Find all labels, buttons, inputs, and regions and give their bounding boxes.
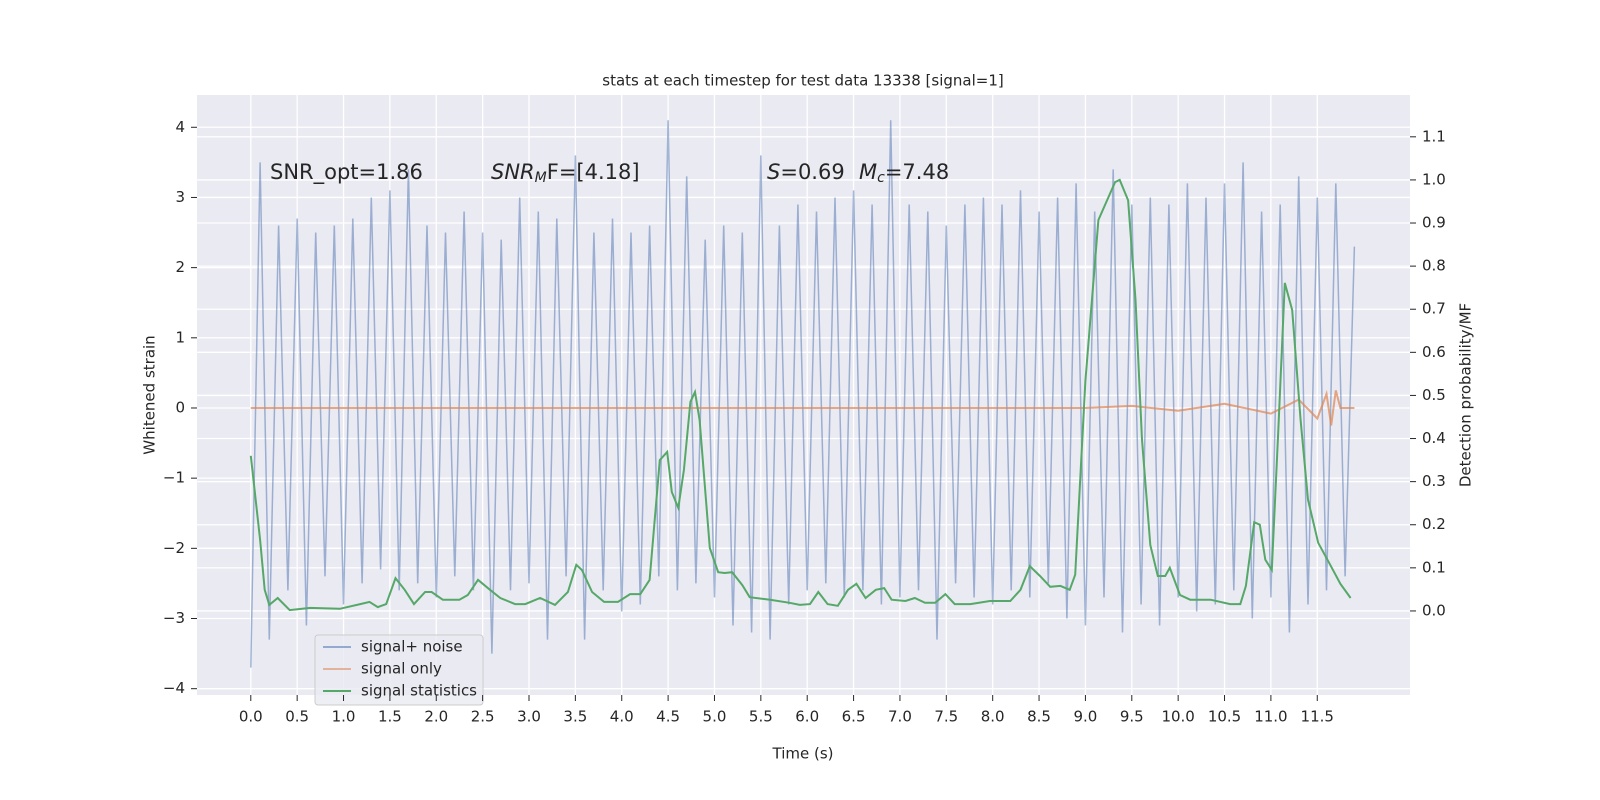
x-tick-label: 10.0 [1161, 708, 1194, 726]
y2-tick-label: 0.9 [1422, 214, 1446, 232]
x-axis-label: Time (s) [772, 745, 834, 763]
annotation: Mc=7.48 [859, 160, 949, 186]
annotation-text: SNR_opt=1.86 [270, 160, 423, 185]
x-tick-label: 2.5 [471, 708, 495, 726]
x-tick-label: 1.0 [332, 708, 356, 726]
annotation-value: =7.48 [885, 160, 949, 184]
x-tick-label: 11.0 [1254, 708, 1287, 726]
y2-tick-label: 1.0 [1422, 170, 1446, 188]
annotation: S=0.69 [767, 160, 845, 184]
annotation-symbol: SNR [491, 160, 535, 184]
y-axis-label: Whitened strain [141, 335, 159, 454]
x-tick-label: 3.5 [563, 708, 587, 726]
annotation-symbol: M [859, 160, 877, 184]
legend-label: signal statistics [361, 682, 477, 700]
annotation-subscript: c [877, 170, 885, 186]
y2-tick-label: 0.0 [1422, 601, 1446, 619]
y-tick-label: 4 [175, 118, 185, 136]
x-tick-label: 8.0 [981, 708, 1005, 726]
annotation-subscript: M [535, 170, 547, 186]
x-tick-label: 0.0 [239, 708, 263, 726]
x-tick-label: 10.5 [1208, 708, 1241, 726]
legend-label: signal+ noise [361, 638, 463, 656]
annotation-value: =0.69 [780, 160, 844, 184]
x-tick-label: 0.5 [285, 708, 309, 726]
x-tick-label: 9.5 [1120, 708, 1144, 726]
x-tick-label: 11.5 [1301, 708, 1334, 726]
y2-tick-label: 0.4 [1422, 429, 1446, 447]
x-tick-label: 8.5 [1027, 708, 1051, 726]
y2-tick-label: 0.3 [1422, 472, 1446, 490]
y2-tick-label: 0.7 [1422, 300, 1446, 318]
y2-axis-label: Detection probability/MF [1457, 303, 1475, 487]
x-tick-label: 9.0 [1073, 708, 1097, 726]
annotation-symbol: S [767, 160, 780, 184]
x-tick-label: 4.5 [656, 708, 680, 726]
annotation: SNR_opt=1.86 [270, 160, 423, 185]
y2-tick-label: 0.5 [1422, 386, 1446, 404]
x-tick-label: 6.0 [795, 708, 819, 726]
chart-title: stats at each timestep for test data 133… [602, 72, 1003, 90]
x-tick-label: 2.0 [424, 708, 448, 726]
series-line [250, 120, 1356, 668]
y-tick-label: −3 [163, 609, 185, 627]
y-tick-label: 2 [175, 258, 185, 276]
y-tick-label: −1 [163, 469, 185, 487]
x-tick-label: 7.5 [934, 708, 958, 726]
y2-tick-label: 0.8 [1422, 257, 1446, 275]
x-tick-label: 4.0 [610, 708, 634, 726]
y-tick-label: −4 [163, 679, 185, 697]
x-tick-label: 5.5 [749, 708, 773, 726]
x-tick-label: 1.5 [378, 708, 402, 726]
y-tick-label: −2 [163, 539, 185, 557]
annotation: SNRMF=[4.18] [491, 160, 640, 186]
x-tick-label: 6.5 [842, 708, 866, 726]
legend-box [314, 634, 484, 706]
y-tick-label: 1 [175, 328, 185, 346]
y2-tick-label: 0.6 [1422, 343, 1446, 361]
y2-tick-label: 0.1 [1422, 558, 1446, 576]
annotation-value: F=[4.18] [547, 160, 640, 184]
series-line [249, 178, 1352, 612]
y-tick-label: 3 [175, 188, 185, 206]
legend-label: signal only [361, 660, 442, 678]
x-tick-label: 7.0 [888, 708, 912, 726]
y-tick-label: 0 [175, 398, 185, 416]
y2-tick-label: 1.1 [1422, 127, 1446, 145]
x-tick-label: 3.0 [517, 708, 541, 726]
y2-tick-label: 0.2 [1422, 515, 1446, 533]
x-tick-label: 5.0 [703, 708, 727, 726]
